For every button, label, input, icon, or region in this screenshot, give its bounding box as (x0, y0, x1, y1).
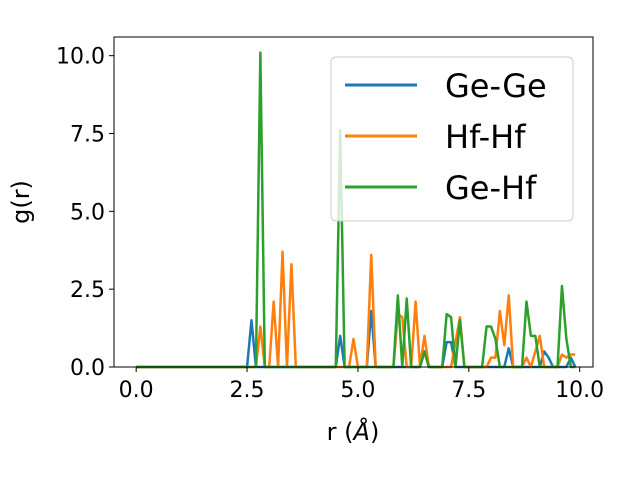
x-axis-label: r (Å) (327, 417, 380, 446)
legend-label-hf-hf: Hf-Hf (445, 118, 526, 156)
y-tick-label: 5.0 (70, 200, 105, 225)
y-tick-label: 7.5 (70, 123, 105, 148)
x-tick-label: 2.5 (230, 378, 265, 403)
series-line-hf-hf (136, 250, 576, 369)
legend-label-ge-ge: Ge-Ge (445, 67, 547, 105)
x-tick-label: 0.0 (119, 378, 154, 403)
y-tick-label: 0.0 (70, 356, 105, 381)
y-axis-label: g(r) (7, 180, 35, 224)
series-line-ge-hf (136, 51, 576, 369)
legend-box (330, 56, 574, 222)
y-tick-label: 2.5 (70, 278, 105, 303)
plot-frame (113, 36, 594, 368)
x-tick-label: 7.5 (451, 378, 486, 403)
y-tick-label: 10.0 (56, 45, 105, 70)
legend-label-ge-hf: Ge-Hf (445, 169, 537, 207)
x-tick-label: 10.0 (555, 378, 604, 403)
legend: Ge-Ge Hf-Hf Ge-Hf (330, 56, 574, 222)
ticks-layer: 0.0 2.5 5.0 7.5 10.0 0.0 2.5 5.0 7.5 10.0 (56, 45, 604, 403)
x-tick-label: 5.0 (340, 378, 375, 403)
